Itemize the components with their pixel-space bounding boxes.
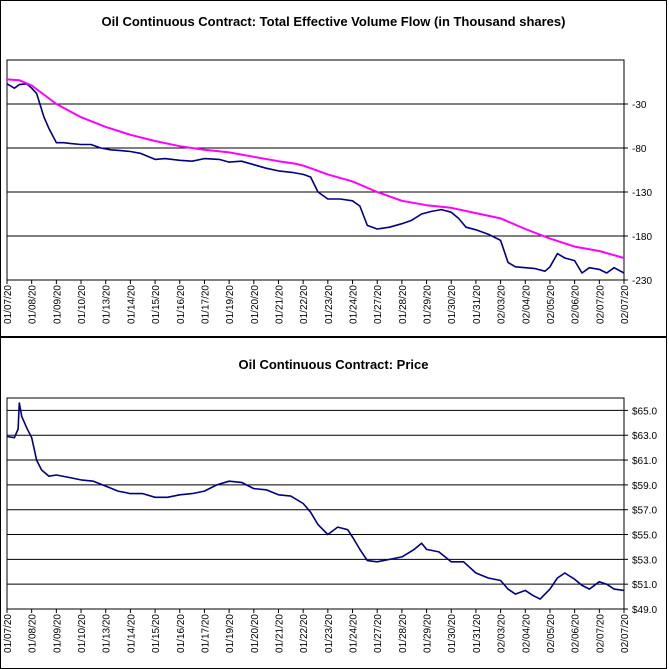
price-x-tick-label: 01/20/20: [250, 614, 261, 653]
volume-x-tick-label: 01/14/20: [126, 285, 137, 324]
price-x-tick-label: 02/07/20: [595, 614, 606, 653]
volume-x-tick-label: 01/07/20: [3, 285, 14, 324]
volume-x-tick-label: 01/30/20: [447, 285, 458, 324]
volume-x-tick-label: 02/03/20: [497, 285, 508, 324]
price-x-tick-label: 01/15/20: [151, 614, 162, 653]
price-x-tick-label: 02/07/20: [620, 614, 631, 653]
volume-y-tick-label: -130: [632, 188, 652, 199]
price-x-tick-label: 01/27/20: [373, 614, 384, 653]
price-x-tick-label: 01/21/20: [274, 614, 285, 653]
price-x-tick-label: 01/14/20: [126, 614, 137, 653]
volume-x-tick-label: 01/10/20: [77, 285, 88, 324]
volume-x-tick-label: 02/07/20: [620, 285, 631, 324]
volume-flow-chart-title: Oil Continuous Contract: Total Effective…: [101, 14, 566, 29]
volume-x-tick-label: 01/24/20: [349, 285, 360, 324]
price-y-tick-label: $57.0: [632, 506, 657, 517]
price-y-tick-label: $51.0: [632, 580, 657, 591]
price-x-tick-label: 01/07/20: [3, 614, 14, 653]
volume-x-tick-label: 02/04/20: [521, 285, 532, 324]
volume-y-tick-label: -30: [632, 100, 647, 111]
price-x-tick-label: 01/31/20: [472, 614, 483, 653]
volume-x-tick-label: 01/29/20: [423, 285, 434, 324]
price-x-tick-label: 02/05/20: [546, 614, 557, 653]
price-x-tick-label: 02/04/20: [521, 614, 532, 653]
volume-x-tick-label: 01/17/20: [200, 285, 211, 324]
volume-x-tick-label: 01/20/20: [250, 285, 261, 324]
price-y-tick-label: $53.0: [632, 555, 657, 566]
price-y-tick-label: $63.0: [632, 431, 657, 442]
volume-y-tick-label: -180: [632, 232, 652, 243]
price-x-tick-label: 01/09/20: [52, 614, 63, 653]
price-x-tick-label: 01/17/20: [200, 614, 211, 653]
volume-y-tick-label: -230: [632, 276, 652, 287]
volume-x-tick-label: 02/06/20: [571, 285, 582, 324]
volume-series-line-moving-average: [6, 78, 625, 259]
volume-x-tick-label: 01/23/20: [324, 285, 335, 324]
volume-x-tick-label: 01/28/20: [398, 285, 409, 324]
price-x-tick-label: 02/06/20: [571, 614, 582, 653]
volume-y-tick-label: -80: [632, 144, 647, 155]
price-x-tick-label: 02/03/20: [497, 614, 508, 653]
volume-series-line-volume-flow: [6, 83, 625, 274]
price-x-tick-label: 01/08/20: [28, 614, 39, 653]
volume-x-tick-label: 01/09/20: [52, 285, 63, 324]
volume-x-tick-label: 02/07/20: [595, 285, 606, 324]
volume-x-tick-label: 01/31/20: [472, 285, 483, 324]
price-x-tick-label: 01/19/20: [225, 614, 236, 653]
price-series-line-price: [6, 402, 625, 600]
price-y-tick-label: $55.0: [632, 531, 657, 542]
volume-x-tick-label: 01/08/20: [28, 285, 39, 324]
volume-x-tick-label: 02/05/20: [546, 285, 557, 324]
price-x-tick-label: 01/13/20: [102, 614, 113, 653]
price-y-tick-label: $49.0: [632, 605, 657, 616]
price-x-tick-label: 01/30/20: [447, 614, 458, 653]
volume-x-tick-label: 01/15/20: [151, 285, 162, 324]
price-x-tick-label: 01/10/20: [77, 614, 88, 653]
volume-x-tick-label: 01/21/20: [274, 285, 285, 324]
volume-x-tick-label: 01/27/20: [373, 285, 384, 324]
volume-flow-chart-panel: Oil Continuous Contract: Total Effective…: [0, 0, 667, 337]
price-y-tick-label: $65.0: [632, 406, 657, 417]
volume-x-tick-label: 01/19/20: [225, 285, 236, 324]
price-plot-area: [6, 397, 625, 610]
price-chart-panel: Oil Continuous Contract: Price: [0, 337, 667, 669]
volume-x-tick-label: 01/13/20: [102, 285, 113, 324]
price-x-tick-label: 01/28/20: [398, 614, 409, 653]
volume-x-tick-label: 01/16/20: [176, 285, 187, 324]
price-x-tick-label: 01/16/20: [176, 614, 187, 653]
price-x-tick-label: 01/22/20: [299, 614, 310, 653]
price-x-tick-label: 01/24/20: [349, 614, 360, 653]
price-x-tick-label: 01/29/20: [423, 614, 434, 653]
volume-x-tick-label: 01/22/20: [299, 285, 310, 324]
price-y-tick-label: $61.0: [632, 456, 657, 467]
price-y-tick-label: $59.0: [632, 481, 657, 492]
price-x-tick-label: 01/23/20: [324, 614, 335, 653]
price-chart-title: Oil Continuous Contract: Price: [238, 357, 429, 372]
